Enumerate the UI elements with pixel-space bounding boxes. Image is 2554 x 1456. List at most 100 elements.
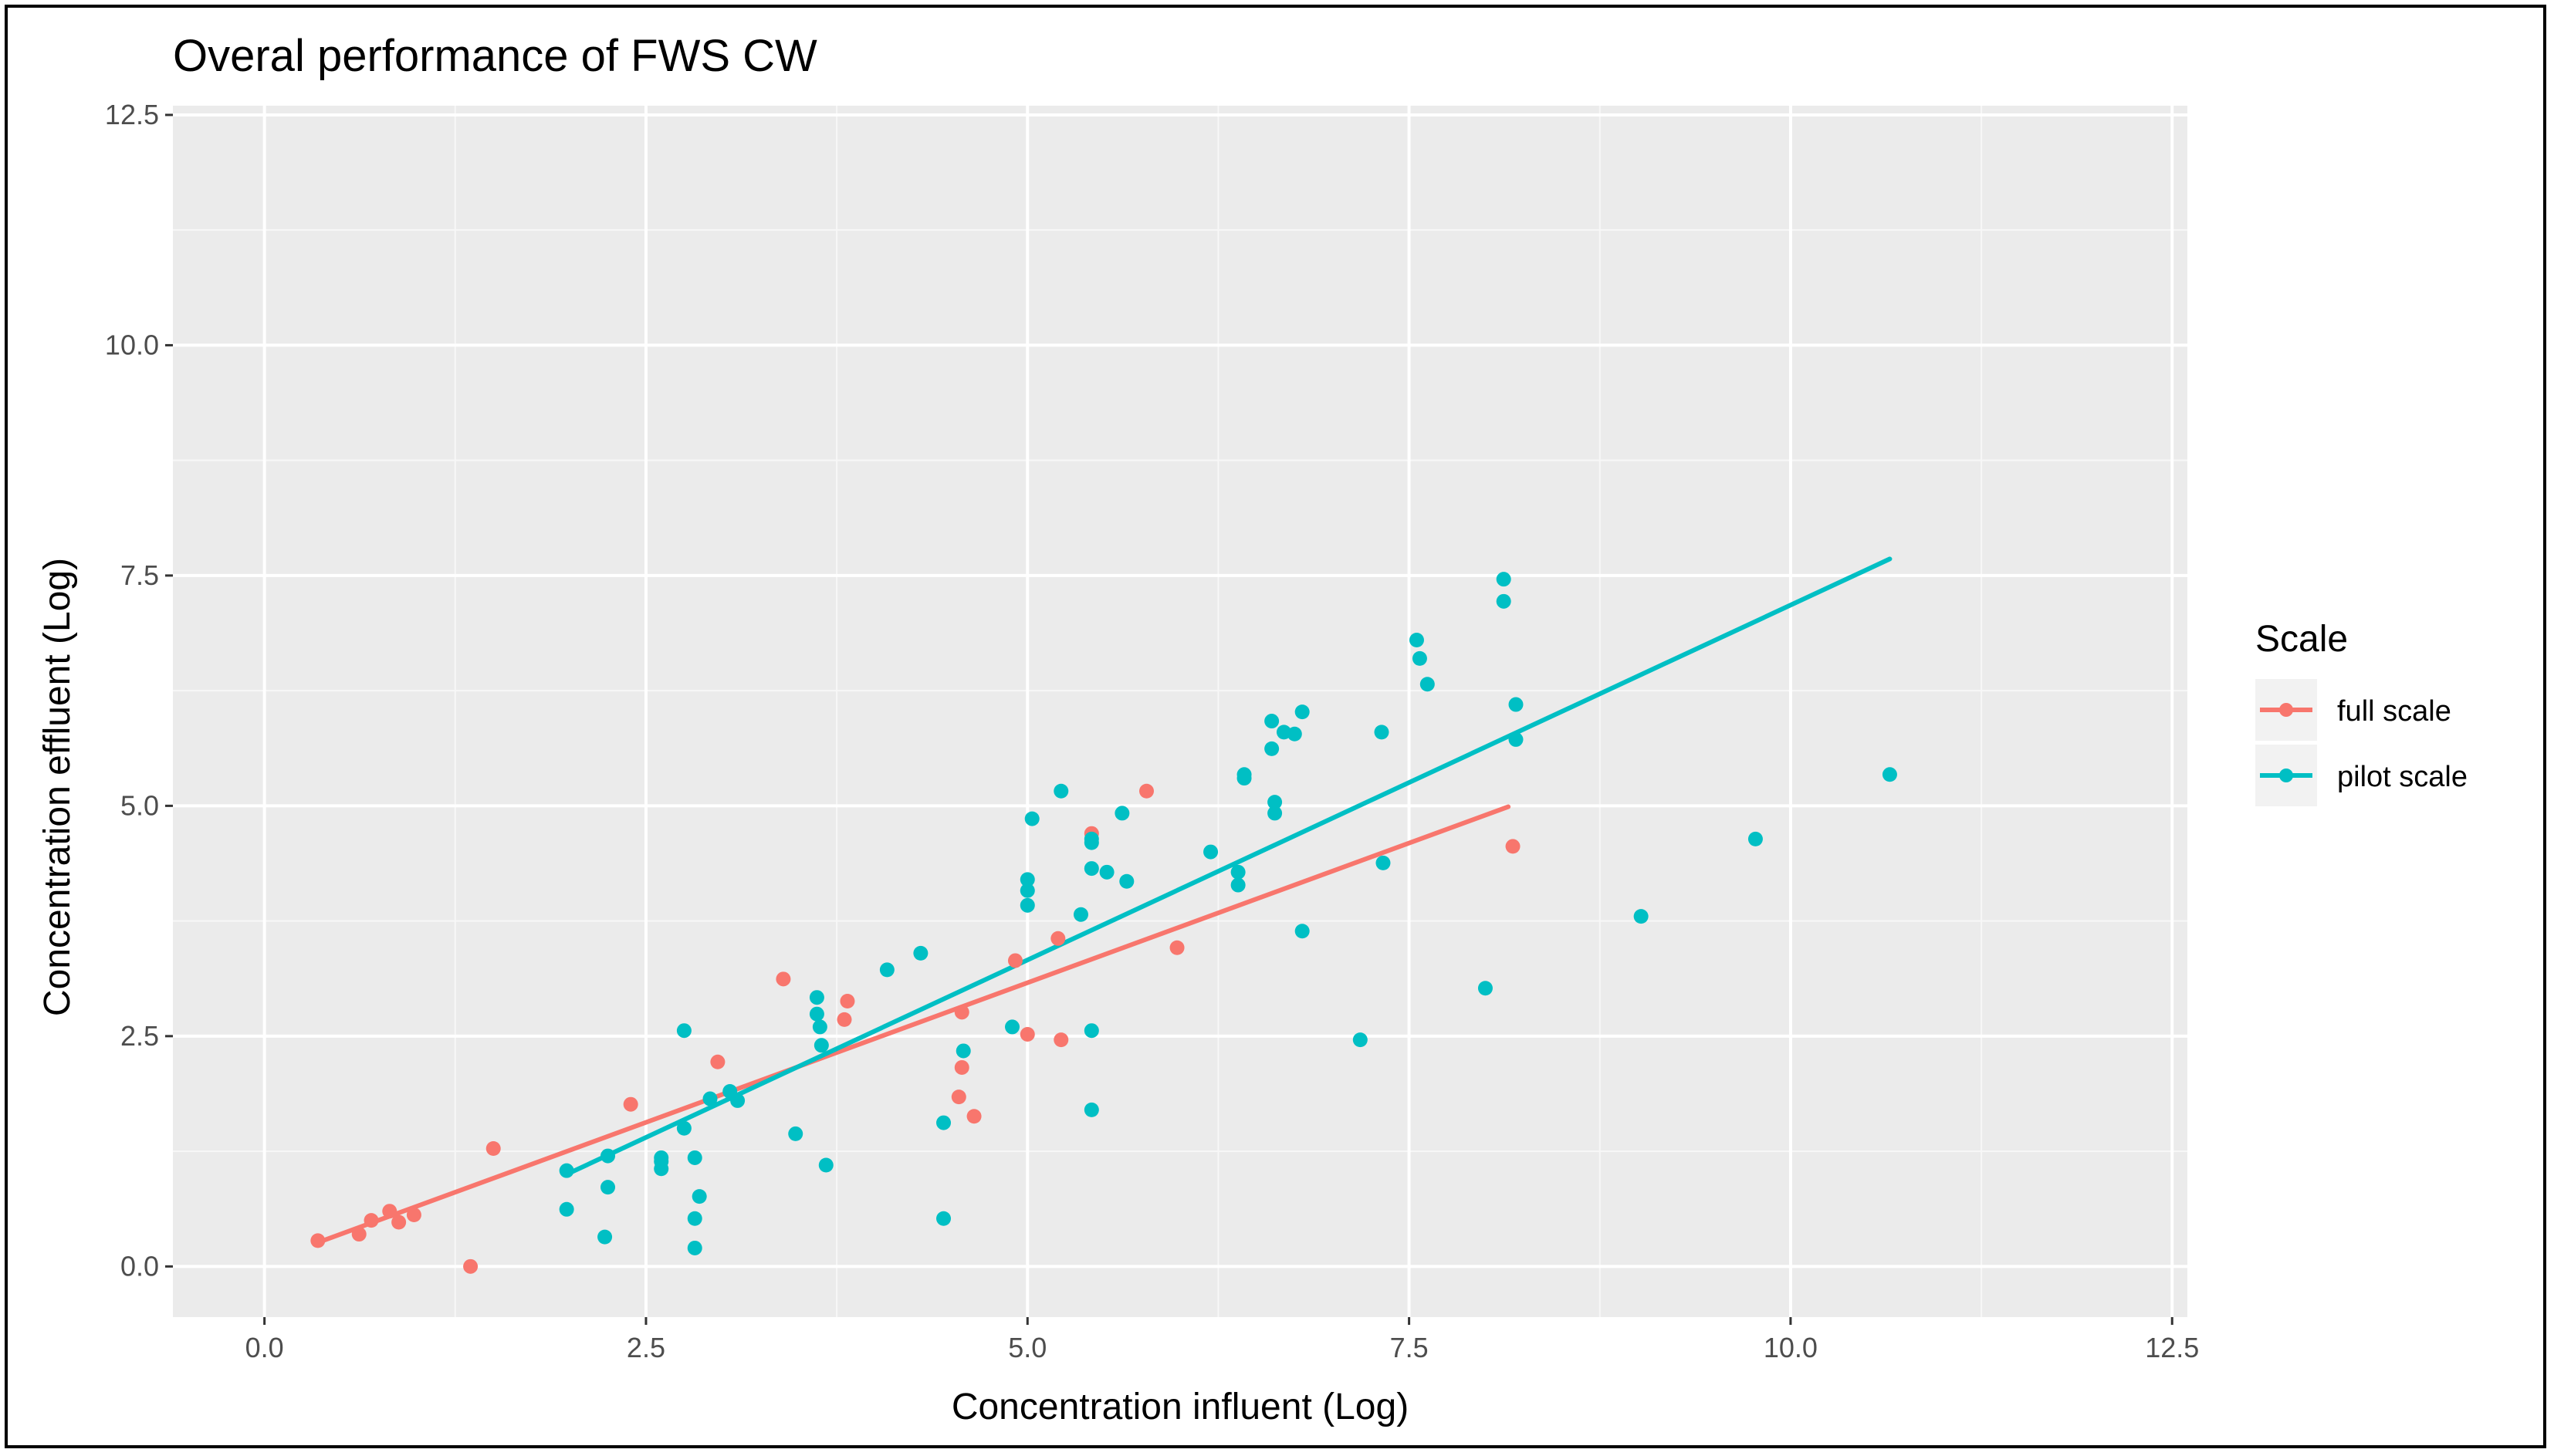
point-full-scale (1020, 1026, 1035, 1042)
point-pilot-scale (1203, 844, 1219, 860)
point-pilot-scale (1409, 632, 1424, 647)
point-pilot-scale (1412, 650, 1427, 666)
point-pilot-scale (1020, 872, 1035, 887)
y-axis-title: Concentration effluent (Log) (37, 558, 78, 1016)
x-tick-label: 2.5 (627, 1332, 665, 1363)
y-axis-ticks: 0.0 2.5 5.0 7.5 10.0 12.5 (105, 99, 173, 1282)
point-pilot-scale (879, 962, 895, 978)
point-pilot-scale (1508, 731, 1524, 747)
point-pilot-scale (1099, 864, 1115, 880)
x-tick-label: 5.0 (1008, 1332, 1047, 1363)
point-pilot-scale (809, 1006, 824, 1022)
y-tick-label: 5.0 (120, 789, 159, 821)
point-full-scale (954, 1005, 969, 1020)
point-full-scale (406, 1207, 421, 1222)
point-full-scale (776, 971, 791, 987)
point-pilot-scale (1374, 725, 1389, 740)
point-pilot-scale (1005, 1019, 1020, 1035)
point-pilot-scale (597, 1229, 613, 1245)
point-full-scale (840, 993, 855, 1008)
point-pilot-scale (730, 1093, 746, 1108)
y-tick-label: 2.5 (120, 1020, 159, 1052)
point-pilot-scale (1496, 572, 1511, 587)
point-pilot-scale (1054, 783, 1069, 799)
x-tick-label: 0.0 (245, 1332, 284, 1363)
legend-title: Scale (2255, 619, 2348, 660)
point-pilot-scale (1230, 864, 1246, 880)
point-full-scale (1007, 953, 1023, 968)
point-pilot-scale (1267, 795, 1283, 810)
point-pilot-scale (1882, 767, 1897, 782)
point-pilot-scale (1352, 1032, 1368, 1048)
point-full-scale (966, 1109, 982, 1124)
x-axis-ticks: 0.0 2.5 5.0 7.5 10.0 12.5 (245, 1317, 2199, 1363)
point-pilot-scale (1230, 877, 1246, 893)
point-pilot-scale (1633, 909, 1649, 924)
point-pilot-scale (1020, 883, 1035, 898)
legend: Scale full scale pilot scale (2255, 619, 2468, 806)
point-pilot-scale (936, 1211, 952, 1226)
point-pilot-scale (809, 990, 824, 1005)
point-pilot-scale (1747, 831, 1763, 846)
plot-panel (173, 106, 2187, 1317)
point-pilot-scale (1084, 861, 1099, 877)
point-pilot-scale (1024, 811, 1040, 826)
point-pilot-scale (1477, 981, 1493, 996)
point-full-scale (837, 1012, 852, 1027)
x-tick-label: 12.5 (2145, 1332, 2199, 1363)
point-full-scale (310, 1233, 326, 1248)
point-pilot-scale (559, 1163, 574, 1178)
point-full-scale (485, 1141, 501, 1157)
point-pilot-scale (654, 1150, 669, 1165)
legend-label-full-scale: full scale (2337, 695, 2451, 728)
point-full-scale (951, 1089, 966, 1105)
point-pilot-scale (1375, 855, 1391, 870)
y-tick-label: 10.0 (105, 329, 159, 360)
point-pilot-scale (687, 1211, 702, 1226)
point-pilot-scale (1294, 704, 1310, 720)
point-pilot-scale (788, 1126, 803, 1141)
y-tick-label: 12.5 (105, 99, 159, 130)
point-full-scale (1139, 783, 1154, 799)
x-tick-label: 10.0 (1764, 1332, 1818, 1363)
point-pilot-scale (702, 1091, 718, 1106)
point-pilot-scale (559, 1201, 574, 1217)
point-pilot-scale (1084, 1023, 1099, 1039)
point-pilot-scale (1084, 835, 1099, 850)
y-tick-label: 0.0 (120, 1250, 159, 1282)
legend-key-pilot-scale-dot (2279, 769, 2293, 782)
point-pilot-scale (1084, 1102, 1099, 1117)
point-full-scale (1505, 839, 1521, 854)
point-pilot-scale (936, 1115, 952, 1130)
point-pilot-scale (1496, 593, 1511, 609)
x-tick-label: 7.5 (1390, 1332, 1429, 1363)
point-pilot-scale (600, 1180, 616, 1195)
point-pilot-scale (676, 1120, 692, 1136)
point-full-scale (1054, 1032, 1069, 1048)
point-pilot-scale (1287, 726, 1302, 742)
y-tick-label: 7.5 (120, 559, 159, 591)
point-pilot-scale (1264, 714, 1280, 729)
point-pilot-scale (814, 1038, 829, 1053)
point-pilot-scale (1419, 677, 1435, 692)
point-pilot-scale (600, 1148, 616, 1164)
point-full-scale (623, 1096, 638, 1112)
point-pilot-scale (913, 945, 929, 961)
grid-minor (173, 106, 2187, 1317)
point-pilot-scale (1236, 771, 1252, 786)
point-pilot-scale (812, 1019, 827, 1035)
point-full-scale (351, 1227, 367, 1242)
point-full-scale (382, 1204, 397, 1219)
point-pilot-scale (1508, 697, 1524, 712)
point-pilot-scale (1267, 806, 1283, 821)
x-axis-title: Concentration influent (Log) (952, 1387, 1409, 1427)
point-pilot-scale (818, 1157, 834, 1173)
point-pilot-scale (1294, 924, 1310, 939)
legend-key-full-scale-dot (2279, 703, 2293, 717)
point-full-scale (954, 1059, 969, 1075)
grid-major (173, 106, 2187, 1317)
legend-label-pilot-scale: pilot scale (2337, 761, 2468, 793)
point-full-scale (1169, 940, 1185, 955)
point-pilot-scale (676, 1023, 692, 1039)
